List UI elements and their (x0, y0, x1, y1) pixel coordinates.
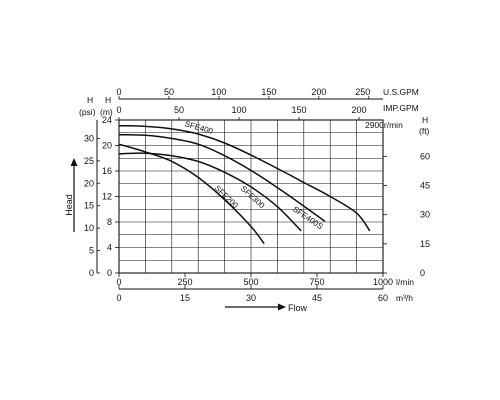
curve-sfe400s (118, 133, 326, 223)
tick-label-lmin: 250 (177, 277, 192, 287)
tick-label-psi: 20 (84, 178, 94, 188)
unit-impgpm: IMP.GPM (383, 103, 419, 113)
tick-label-ft: 15 (420, 239, 430, 249)
speed-label: 2900r/min (365, 120, 403, 130)
head-arrow-icon (70, 158, 78, 166)
tick-label-m: 24 (102, 115, 112, 125)
unit-m-h: H (105, 95, 111, 105)
tick-label-m: 0 (107, 268, 112, 278)
tick-label-m3h: 60 (378, 293, 388, 303)
tick-label-m: 12 (102, 192, 112, 202)
tick-label-psi: 10 (84, 223, 94, 233)
tick-label-lmin: 0 (116, 277, 121, 287)
tick-label-psi: 15 (84, 201, 94, 211)
tick-label-usgpm: 150 (261, 87, 276, 97)
unit-ft: (ft) (419, 126, 430, 136)
tick-label-usgpm: 0 (116, 87, 121, 97)
tick-label-lmin: 750 (309, 277, 324, 287)
tick-label-psi: 25 (84, 156, 94, 166)
curve-label-sfe200: SFE200 (213, 184, 240, 211)
tick-label-usgpm: 200 (311, 87, 326, 97)
tick-label-lmin: 1000 (373, 277, 393, 287)
tick-label-ft: 0 (420, 268, 425, 278)
tick-label-impgpm: 50 (174, 105, 184, 115)
unit-psi-h: H (87, 95, 93, 105)
tick-label-usgpm: 100 (211, 87, 226, 97)
tick-label-ft: 45 (420, 181, 430, 191)
curve-sfe200 (118, 143, 265, 245)
unit-psi: (psi) (79, 107, 96, 117)
tick-label-usgpm: 250 (355, 87, 370, 97)
unit-m: (m) (100, 107, 113, 117)
tick-label-ft: 60 (420, 151, 430, 161)
tick-label-lmin: 500 (243, 277, 258, 287)
tick-label-usgpm: 50 (164, 87, 174, 97)
tick-label-m3h: 30 (246, 293, 256, 303)
unit-lmin: l/min (396, 277, 414, 287)
tick-label-ft: 30 (420, 210, 430, 220)
tick-label-psi: 5 (89, 246, 94, 256)
tick-label-m3h: 45 (312, 293, 322, 303)
flow-arrow-icon (278, 303, 286, 311)
tick-label-m: 4 (107, 243, 112, 253)
curve-sfe400 (118, 124, 371, 232)
tick-label-m: 8 (107, 217, 112, 227)
tick-label-psi: 30 (84, 133, 94, 143)
tick-label-impgpm: 100 (231, 105, 246, 115)
tick-label-psi: 0 (89, 268, 94, 278)
unit-usgpm: U.S.GPM (383, 87, 419, 97)
unit-ft-h: H (422, 115, 428, 125)
tick-label-m3h: 15 (180, 293, 190, 303)
y-axis-title: Head (64, 194, 74, 216)
tick-label-impgpm: 0 (116, 105, 121, 115)
curve-sfe300 (118, 152, 302, 232)
tick-label-impgpm: 200 (351, 105, 366, 115)
x-axis-title: Flow (288, 303, 308, 313)
unit-m3h: m³/h (396, 293, 413, 303)
tick-label-m: 20 (102, 141, 112, 151)
tick-label-m: 16 (102, 166, 112, 176)
tick-label-impgpm: 150 (291, 105, 306, 115)
tick-label-m3h: 0 (116, 293, 121, 303)
